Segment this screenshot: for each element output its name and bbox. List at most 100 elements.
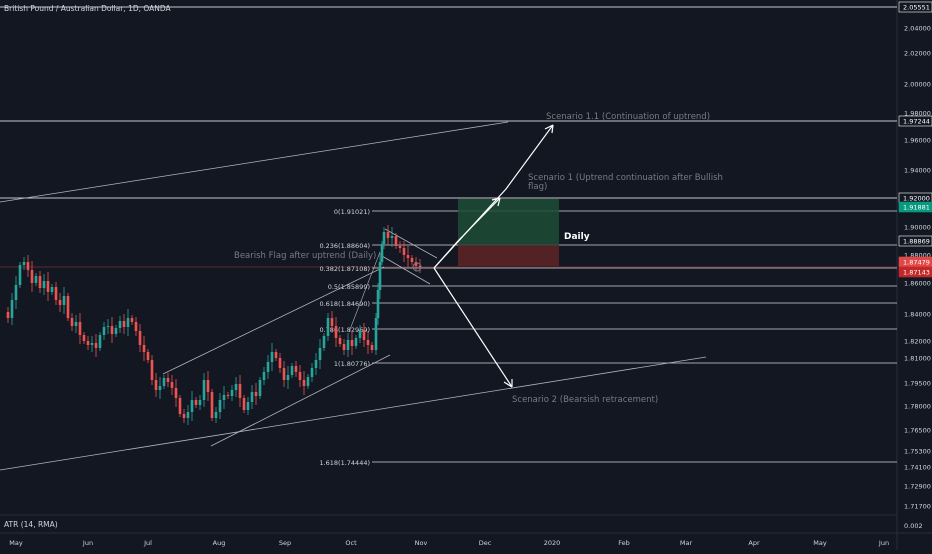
symbol-title[interactable]: British Pound / Australian Dollar, 1D, O… — [4, 4, 171, 13]
price-tick-label: 1.90000 — [904, 224, 931, 232]
price-badge-text: 1.88869 — [903, 238, 930, 246]
candle-body — [70, 318, 74, 326]
price-tick-label: 2.02000 — [904, 50, 931, 58]
candle-body — [126, 318, 130, 327]
candle-body — [310, 368, 314, 377]
price-tick-label: 1.81000 — [904, 355, 931, 363]
candle-body — [306, 377, 310, 386]
candle-body — [378, 262, 382, 290]
candle-body — [66, 296, 70, 318]
candle-body — [406, 255, 410, 258]
rising-channel-upper — [162, 266, 385, 375]
candle-body — [86, 341, 90, 345]
candle-body — [282, 368, 286, 380]
fib-label-0618: 0.618(1.84690) — [319, 300, 370, 308]
candle-body — [330, 318, 334, 326]
candle-body — [294, 366, 298, 372]
candle-body — [270, 352, 274, 362]
candle-body — [382, 232, 386, 244]
price-badge-text: 1.92000 — [903, 195, 930, 203]
candle-body — [226, 395, 230, 396]
candle-body — [130, 318, 134, 322]
time-tick-label: Dec — [479, 539, 492, 547]
price-badge-text: 1.91881 — [903, 204, 930, 212]
upper-channel-trendline — [0, 121, 509, 203]
candle-body — [202, 380, 206, 400]
candle-body — [10, 300, 14, 318]
candle-body — [158, 386, 162, 390]
fib-label-05: 0.5(1.85899) — [328, 283, 370, 291]
candle-body — [30, 270, 34, 283]
candle-body — [26, 262, 30, 270]
candle-body — [354, 338, 358, 346]
scenario-2-label[interactable]: Scenario 2 (Bearsish retracement) — [512, 395, 658, 405]
candle-body — [198, 400, 202, 405]
bearish-flag-label[interactable]: Bearish Flag after uptrend (Daily) — [234, 251, 376, 261]
fib-label-0786: 0.786(1.82969) — [319, 326, 370, 334]
price-badge-bg — [898, 266, 932, 278]
candle-body — [62, 296, 66, 305]
candle-body — [98, 335, 102, 348]
candle-body — [230, 390, 234, 396]
price-tick-label: 1.72900 — [904, 483, 931, 491]
candle-body — [338, 338, 342, 344]
time-tick-label: May — [9, 539, 23, 547]
candle-body — [402, 248, 406, 255]
candle-body — [122, 321, 126, 327]
candle-body — [290, 366, 294, 375]
candle-body — [322, 336, 326, 348]
candle-body — [418, 266, 422, 267]
candle-body — [318, 348, 322, 360]
time-tick-label: Feb — [618, 539, 630, 547]
atr-axis-tick: 0.002 — [904, 522, 923, 530]
candle-body — [154, 380, 158, 390]
candle-body — [222, 395, 226, 400]
fib-retracement[interactable]: 0(1.91021) 0.236(1.88604) 0.382(1.87108)… — [319, 208, 897, 467]
candle-body — [74, 322, 78, 326]
candle-body — [238, 384, 242, 398]
candle-body — [142, 345, 146, 352]
candle-body — [250, 392, 254, 402]
fib-label-0: 0(1.91021) — [334, 208, 370, 216]
trend-lines[interactable] — [0, 121, 707, 471]
candle-body — [234, 384, 238, 390]
scenario-11-label[interactable]: Scenario 1.1 (Continuation of uptrend) — [546, 112, 710, 122]
price-tick-label: 1.79500 — [904, 380, 931, 388]
scenario-1-label-line1[interactable]: Scenario 1 (Uptrend continuation after B… — [528, 173, 723, 183]
scenario-1-label-line2[interactable]: flag) — [528, 182, 547, 192]
candle-body — [182, 414, 186, 418]
atr-indicator-label[interactable]: ATR (14, RMA) — [4, 520, 58, 529]
daily-label[interactable]: Daily — [564, 232, 590, 242]
candle-body — [254, 392, 258, 396]
candle-body — [206, 380, 210, 392]
candle-body — [210, 392, 214, 418]
scenario-1-arrowhead — [491, 197, 501, 207]
candle-body — [34, 276, 38, 283]
price-axis[interactable]: 2.04000 2.02000 2.00000 1.98000 1.96000 1.940… — [904, 25, 931, 511]
price-tick-label: 1.75300 — [904, 448, 931, 456]
scenario-arrows[interactable] — [433, 124, 554, 388]
candle-body — [278, 358, 282, 368]
candle-body — [102, 327, 106, 335]
time-tick-label: 2020 — [544, 539, 561, 547]
candle-body — [162, 378, 166, 386]
candle-body — [146, 352, 150, 360]
price-tick-label: 1.78000 — [904, 403, 931, 411]
long-position-stop-zone[interactable] — [458, 245, 559, 266]
scenario-2-arrow-path — [433, 267, 513, 388]
scenario-11-arrowhead — [544, 124, 554, 134]
candle-body — [302, 380, 306, 386]
candle-body — [14, 285, 18, 300]
candle-body — [246, 402, 250, 410]
candle-body — [138, 331, 142, 345]
long-position-profit-zone[interactable] — [458, 199, 559, 245]
price-marker[interactable] — [412, 262, 422, 272]
price-badge-bg — [898, 115, 932, 127]
time-tick-label: Jul — [143, 539, 152, 547]
time-axis[interactable]: May Jun Jul Aug Sep Oct Nov Dec 2020 Feb Mar Apr May… — [9, 539, 889, 547]
candles-series[interactable] — [6, 225, 422, 425]
fib-label-1: 1(1.80776) — [334, 360, 370, 368]
